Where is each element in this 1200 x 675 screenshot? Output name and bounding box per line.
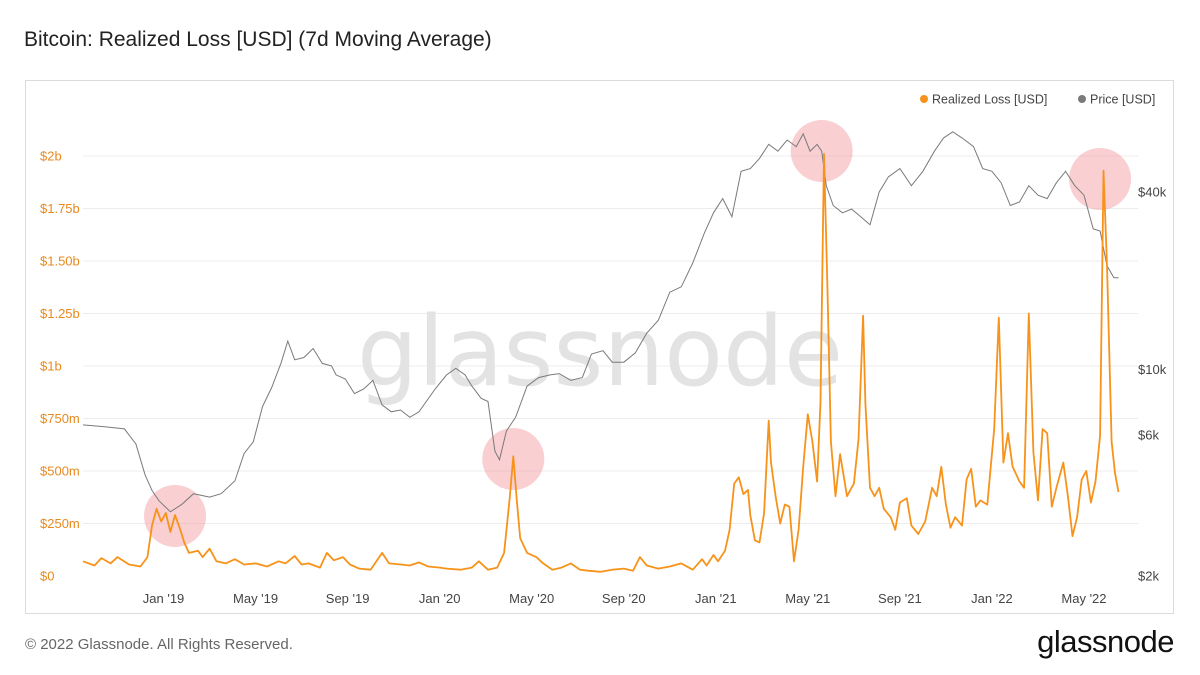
left-axis-tick-label: $750m (40, 411, 80, 426)
price-series-line (82, 131, 1119, 513)
right-axis-tick-label: $10k (1138, 362, 1167, 377)
legend[interactable]: Realized Loss [USD] Price [USD] (920, 93, 1155, 107)
left-axis-tick-label: $1.75b (40, 201, 80, 216)
legend-label-realized-loss[interactable]: Realized Loss [USD] (932, 93, 1047, 107)
realized-loss-series-line (82, 153, 1120, 573)
x-axis-tick-label: Jan '21 (695, 591, 737, 606)
copyright-text: © 2022 Glassnode. All Rights Reserved. (25, 636, 293, 653)
x-axis-tick-label: Jan '22 (971, 591, 1013, 606)
x-axis-ticks: Jan '19 May '19 Sep '19 Jan '20 May '20 Sep '… (143, 591, 1107, 606)
legend-dot-realized-loss (920, 95, 928, 103)
x-axis-tick-label: Sep '21 (878, 591, 922, 606)
x-axis-tick-label: Sep '19 (326, 591, 370, 606)
x-axis-tick-label: May '22 (1061, 591, 1106, 606)
chart-title: Bitcoin: Realized Loss [USD] (7d Moving … (24, 28, 492, 51)
x-axis-tick-label: Jan '20 (419, 591, 461, 606)
x-axis-tick-label: Jan '19 (143, 591, 185, 606)
glassnode-logo: glassnode (1037, 624, 1174, 659)
x-axis-tick-label: May '19 (233, 591, 278, 606)
x-axis-tick-label: Sep '20 (602, 591, 646, 606)
legend-dot-price (1078, 95, 1086, 103)
highlight-circle (1069, 148, 1132, 210)
left-axis-tick-label: $250m (40, 516, 80, 531)
legend-label-price[interactable]: Price [USD] (1090, 93, 1155, 107)
right-axis-ticks: $2k $6k $10k $40k (1138, 185, 1167, 584)
left-axis-tick-label: $1.50b (40, 254, 80, 269)
left-axis-tick-label: $2b (40, 149, 62, 164)
left-axis-tick-label: $500m (40, 464, 80, 479)
left-axis-tick-label: $0 (40, 569, 54, 584)
x-axis-tick-label: May '20 (509, 591, 554, 606)
right-axis-tick-label: $40k (1138, 185, 1167, 200)
left-axis-ticks: $0 $250m $500m $750m $1b $1.25b $1.50b $1.75b $2… (40, 149, 80, 584)
left-axis-tick-label: $1.25b (40, 306, 80, 321)
grid-lines (83, 155, 1138, 524)
right-axis-tick-label: $2k (1138, 569, 1159, 584)
right-axis-tick-label: $6k (1138, 428, 1159, 443)
x-axis-tick-label: May '21 (785, 591, 830, 606)
left-axis-tick-label: $1b (40, 359, 62, 374)
highlight-circles (144, 120, 1132, 547)
